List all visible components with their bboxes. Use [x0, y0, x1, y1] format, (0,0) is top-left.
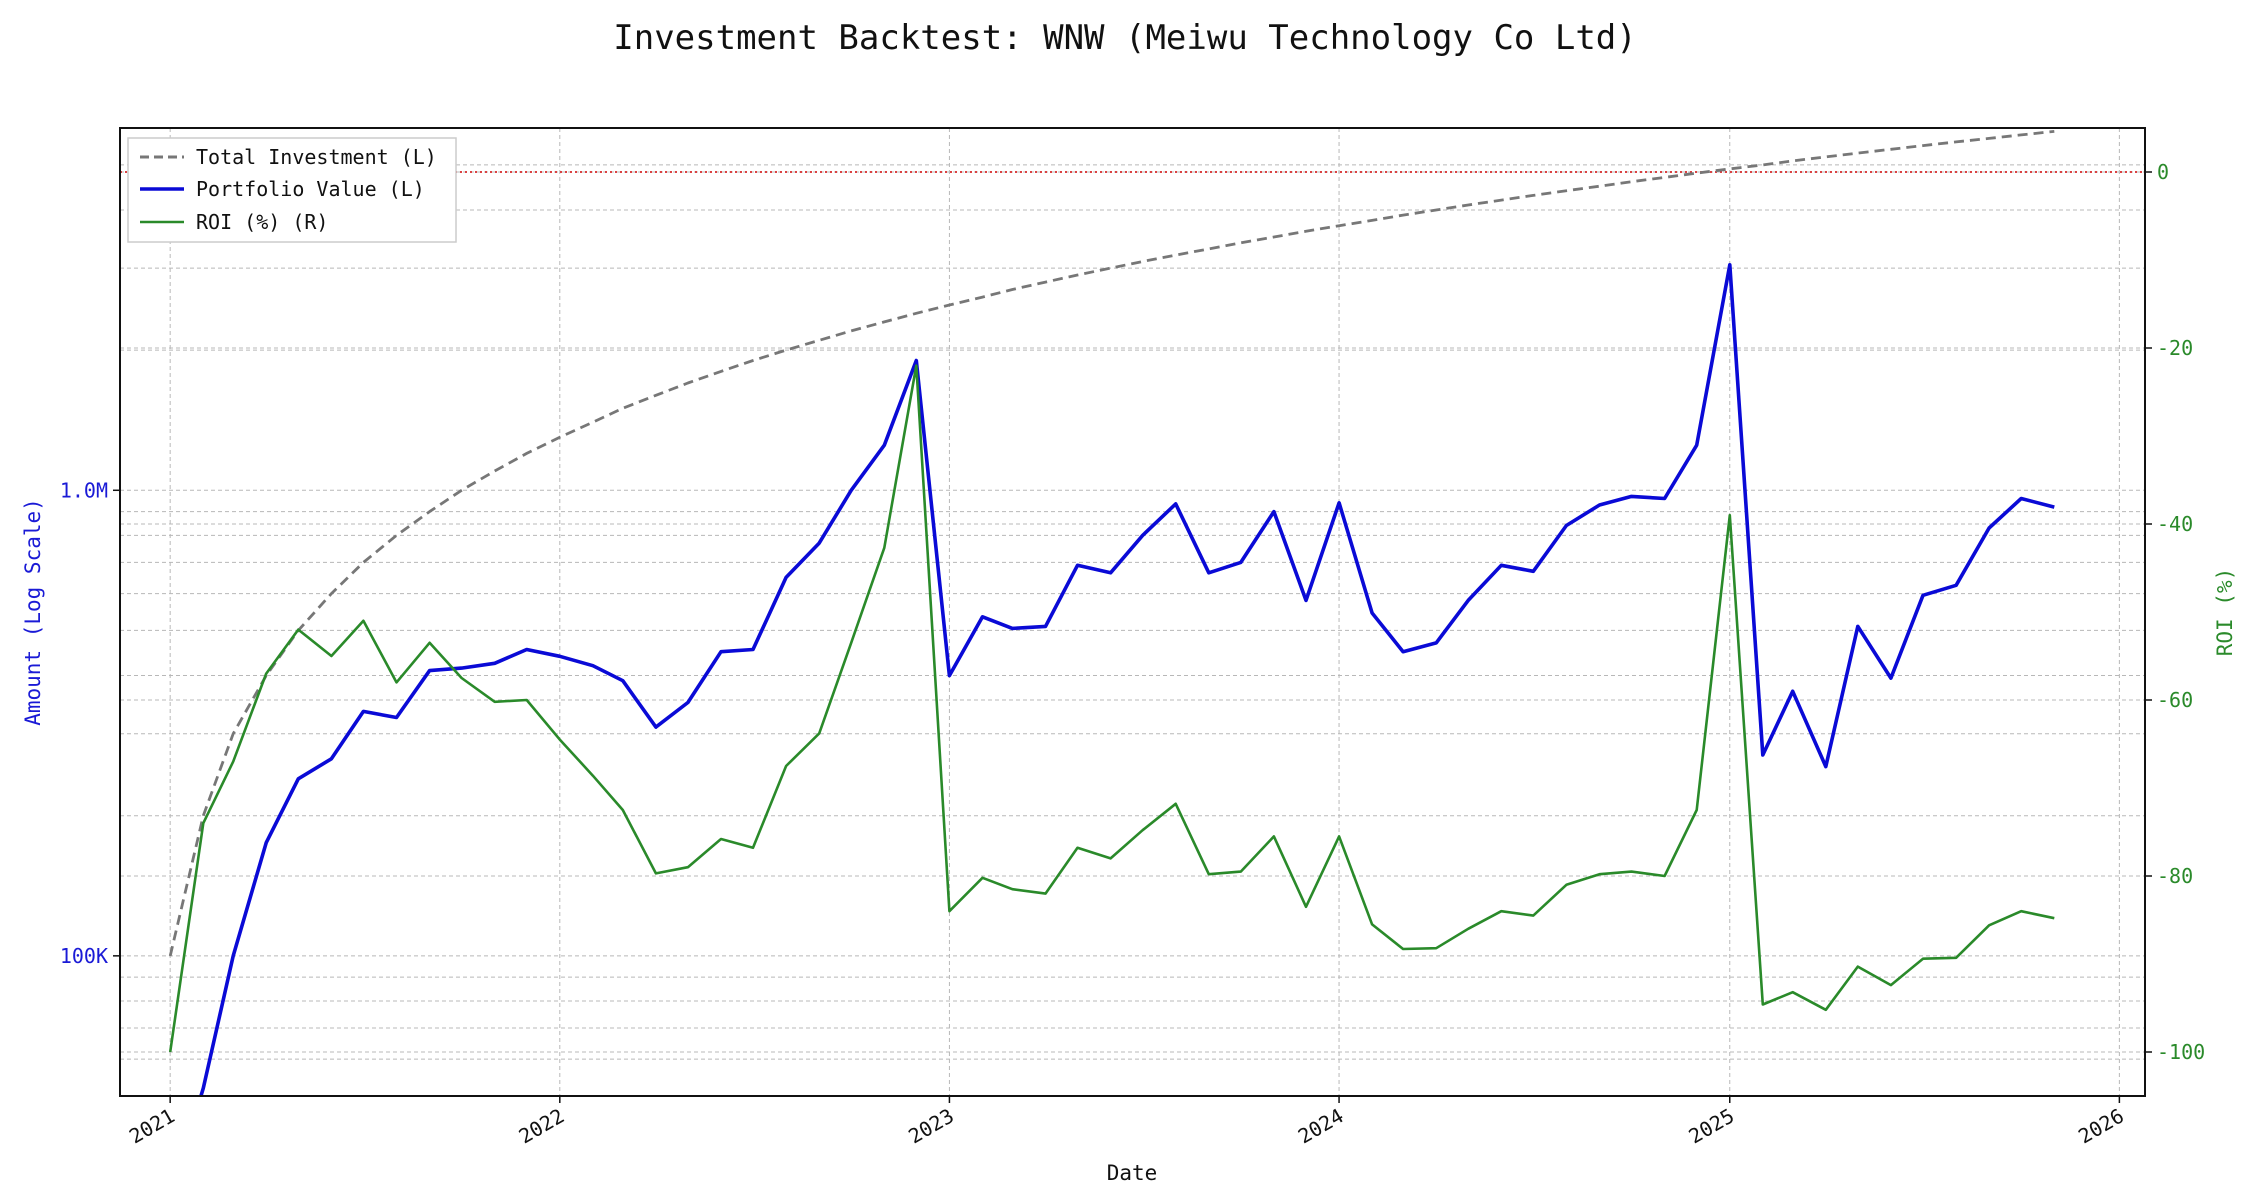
right-tick-label: -60: [2157, 688, 2193, 712]
x-tick-label: 2022: [515, 1104, 569, 1149]
x-tick-label: 2023: [904, 1104, 958, 1149]
x-tick-label: 2024: [1294, 1104, 1348, 1149]
series-line-total-investment: [168, 130, 2055, 957]
legend-label-total-investment: Total Investment (L): [196, 145, 437, 169]
left-tick-label: 1.0M: [60, 478, 108, 502]
grid-lines: [120, 127, 2145, 1097]
right-tick-label: -100: [2157, 1040, 2205, 1064]
plot-frame: [119, 127, 2146, 1097]
right-tick-label: 0: [2157, 160, 2169, 184]
left-axis-ticks: 100K 1.0M: [60, 478, 120, 968]
series-line-portfolio-value: [199, 262, 2055, 1096]
legend-label-portfolio-value: Portfolio Value (L): [196, 177, 425, 201]
x-tick-label: 2025: [1685, 1104, 1739, 1149]
chart-title: Investment Backtest: WNW (Meiwu Technolo…: [613, 18, 1637, 58]
right-tick-label: -40: [2157, 512, 2193, 536]
series-layer: [168, 130, 2055, 1096]
series-line-roi: [168, 364, 2055, 1053]
right-axis-ticks: 0 -20 -40 -60 -80 -100: [2145, 160, 2205, 1064]
x-axis-label: Date: [1107, 1161, 1158, 1185]
legend: Total Investment (L) Portfolio Value (L)…: [127, 137, 457, 243]
right-tick-label: -20: [2157, 336, 2193, 360]
x-tick-label: 2021: [125, 1104, 179, 1149]
right-tick-label: -80: [2157, 864, 2193, 888]
legend-label-roi: ROI (%) (R): [196, 210, 328, 234]
left-axis-label: Amount (Log Scale): [21, 498, 45, 726]
x-tick-label: 2026: [2074, 1104, 2128, 1149]
right-axis-label: ROI (%): [2213, 568, 2237, 657]
left-tick-label: 100K: [60, 944, 108, 968]
x-axis-ticks: 2021 2022 2023 2024 2025 2026: [125, 1096, 2128, 1148]
